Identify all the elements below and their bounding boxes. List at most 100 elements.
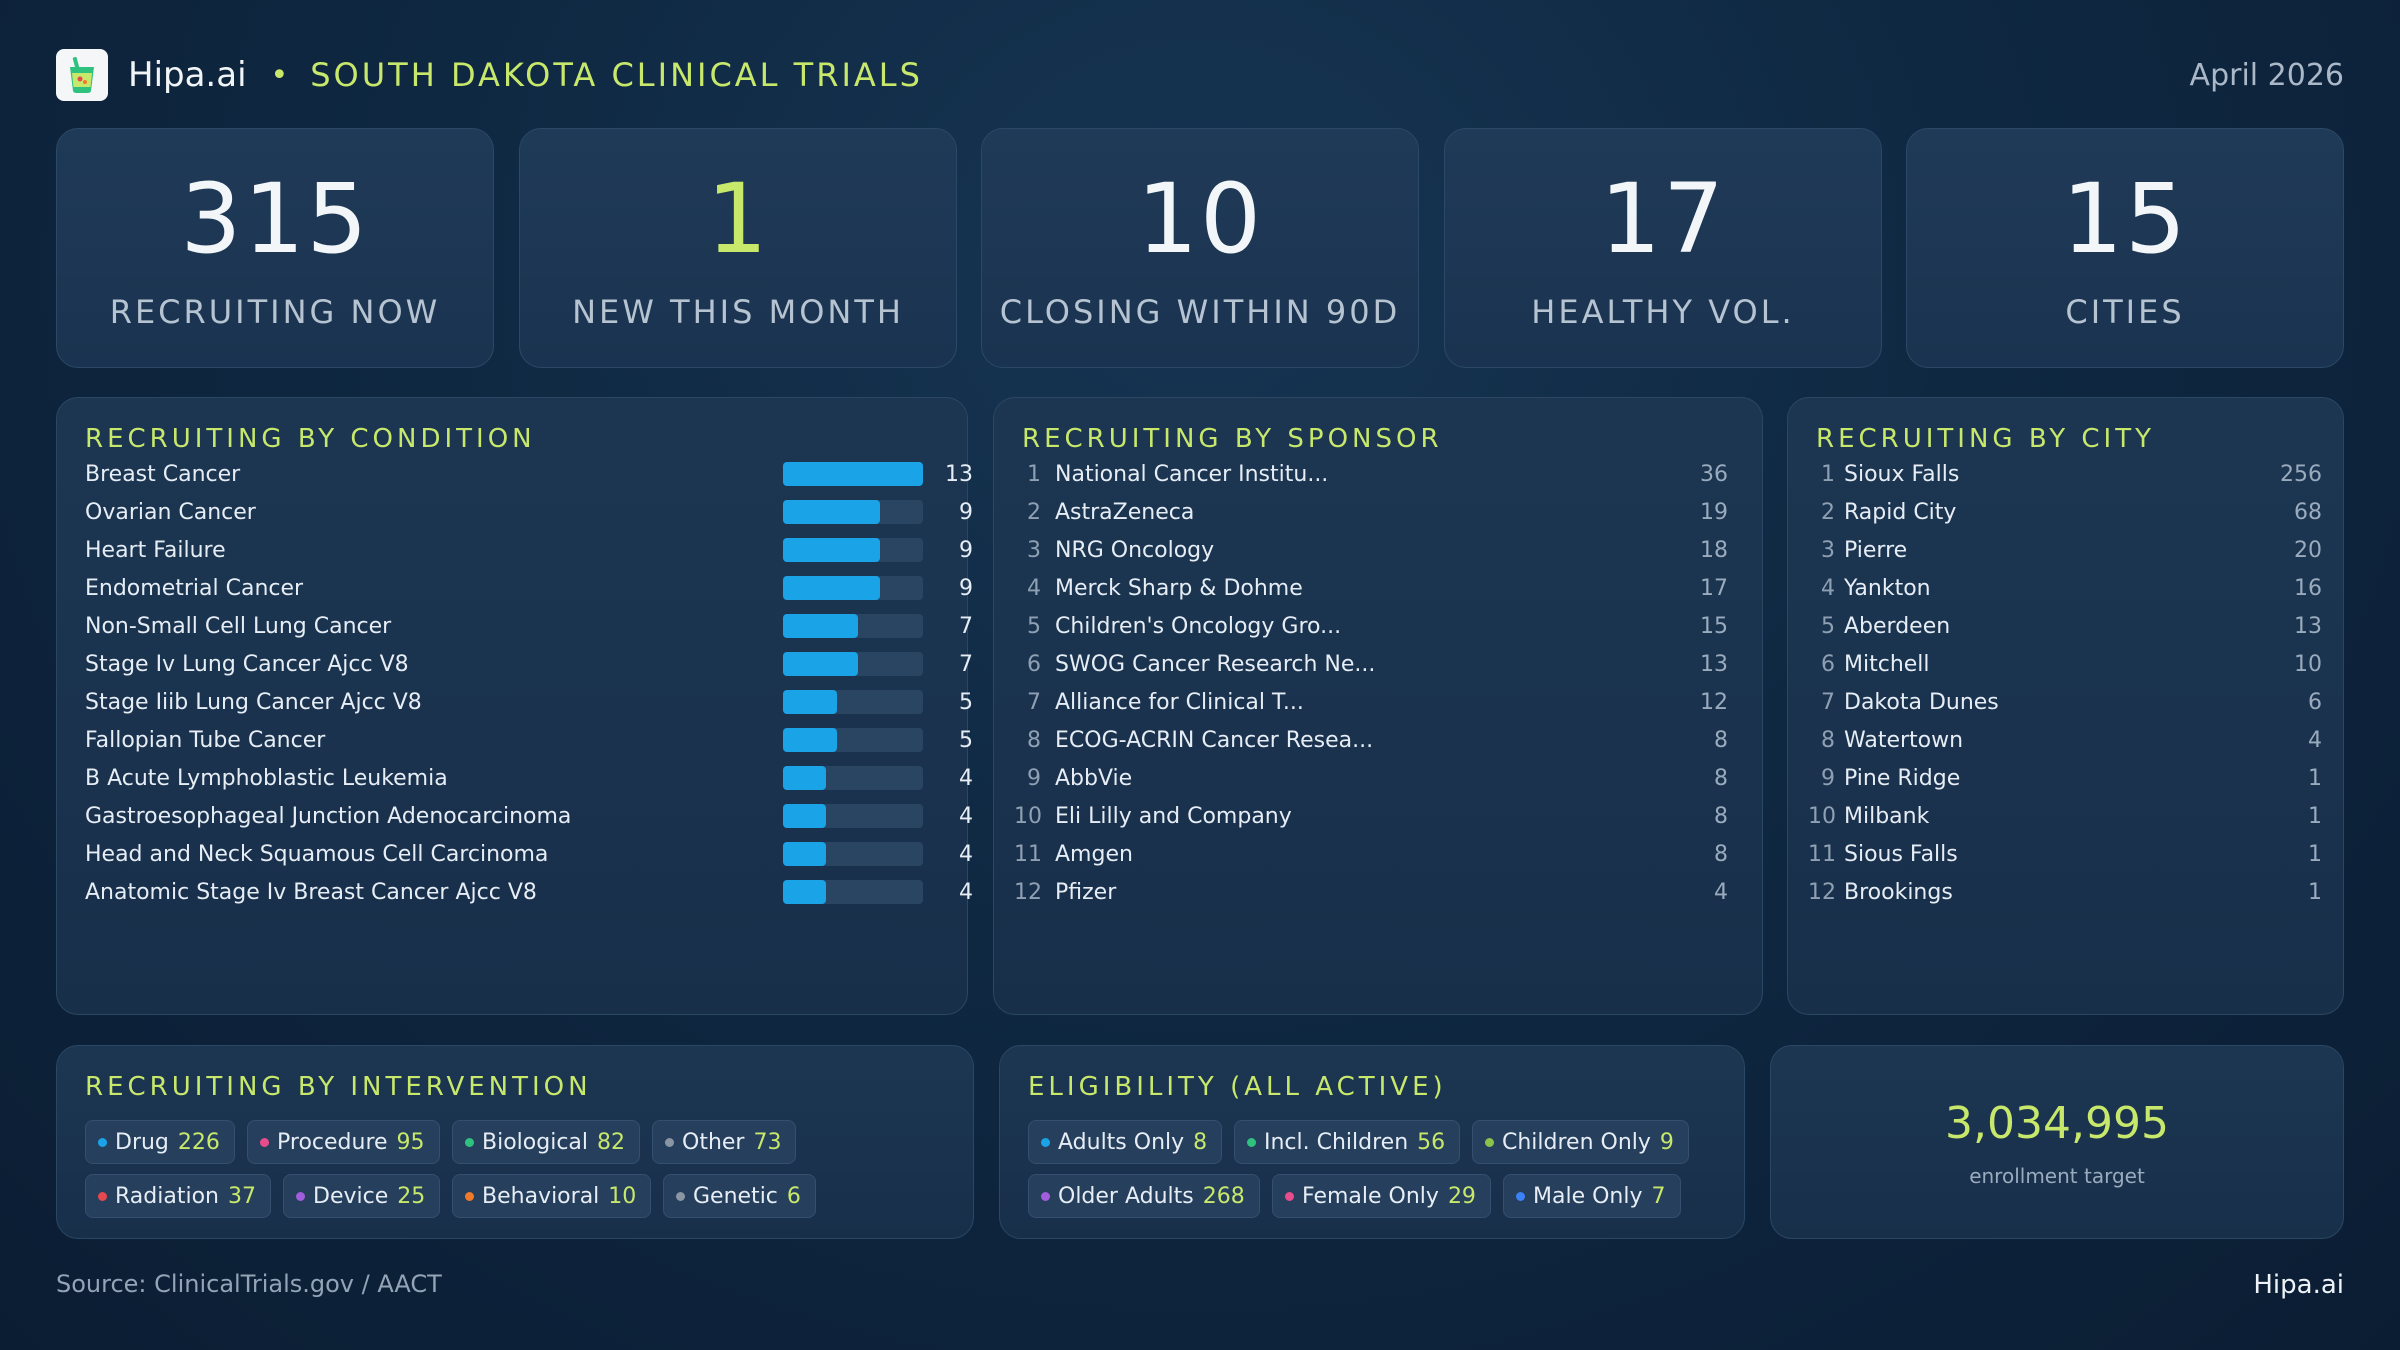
city-row: 8 Watertown 4 — [1808, 721, 2322, 759]
legend-dot — [296, 1191, 305, 1201]
chip-count: 226 — [177, 1129, 220, 1155]
sponsor-name: Alliance for Clinical T... — [1055, 689, 1304, 715]
filter-chip[interactable]: Male Only 7 — [1503, 1174, 1681, 1218]
rank-number: 12 — [1808, 879, 1836, 905]
sponsor-row: 11 Amgen 8 — [1014, 835, 1728, 873]
intervention-panel: RECRUITING BY INTERVENTION Drug 226 Proced… — [56, 1045, 974, 1239]
filter-chip[interactable]: Drug 226 — [85, 1120, 235, 1164]
city-row: 11 Sious Falls 1 — [1808, 835, 2322, 873]
sponsor-name: Children's Oncology Gro... — [1055, 613, 1342, 639]
rank-number: 4 — [1027, 575, 1041, 601]
sponsor-name: Amgen — [1055, 841, 1133, 867]
chip-label: Male Only — [1533, 1183, 1643, 1209]
city-name: Aberdeen — [1844, 613, 1951, 639]
rank-number: 5 — [1027, 613, 1041, 639]
rank-number: 11 — [1014, 841, 1042, 867]
city-count: 13 — [2294, 613, 2322, 639]
sponsor-count: 13 — [1700, 651, 1728, 677]
condition-row: Breast Cancer 13 — [85, 455, 973, 493]
sponsor-name: Eli Lilly and Company — [1055, 803, 1292, 829]
kpi-card-closing: 10 CLOSING WITHIN 90D — [981, 128, 1419, 368]
legend-dot — [98, 1191, 107, 1201]
filter-chip[interactable]: Genetic 6 — [663, 1174, 816, 1218]
chip-count: 56 — [1417, 1129, 1446, 1155]
city-name: Rapid City — [1844, 499, 1957, 525]
city-name: Milbank — [1844, 803, 1930, 829]
kpi-value: 10 — [1136, 163, 1264, 275]
kpi-label: HEALTHY VOL. — [1531, 293, 1795, 331]
condition-row: Gastroesophageal Junction Adenocarcinoma… — [85, 797, 973, 835]
kpi-card-cities: 15 CITIES — [1906, 128, 2344, 368]
filter-chip[interactable]: Older Adults 268 — [1028, 1174, 1260, 1218]
filter-chip[interactable]: Device 25 — [283, 1174, 441, 1218]
condition-row: Ovarian Cancer 9 — [85, 493, 973, 531]
city-count: 6 — [2308, 689, 2322, 715]
sponsor-row: 1 National Cancer Institu... 36 — [1014, 455, 1728, 493]
kpi-card-recruiting: 315 RECRUITING NOW — [56, 128, 494, 368]
chip-count: 268 — [1202, 1183, 1245, 1209]
filter-chip[interactable]: Female Only 29 — [1272, 1174, 1491, 1218]
chip-count: 9 — [1659, 1129, 1674, 1155]
rank-number: 8 — [1027, 727, 1041, 753]
city-row: 4 Yankton 16 — [1808, 569, 2322, 607]
chip-label: Incl. Children — [1264, 1129, 1409, 1155]
filter-chip[interactable]: Children Only 9 — [1472, 1120, 1689, 1164]
rank-number: 3 — [1027, 537, 1041, 563]
panel-title: RECRUITING BY CITY — [1816, 424, 2155, 454]
condition-bar — [783, 880, 827, 904]
sponsor-row: 6 SWOG Cancer Research Ne... 13 — [1014, 645, 1728, 683]
condition-panel: RECRUITING BY CONDITION Breast Cancer 13 O… — [56, 397, 973, 1015]
condition-name: Breast Cancer — [85, 461, 241, 487]
condition-name: Fallopian Tube Cancer — [85, 727, 326, 753]
enrollment-target-value: 3,034,995 — [1945, 1098, 2169, 1149]
filter-chip[interactable]: Behavioral 10 — [452, 1174, 652, 1218]
filter-chip[interactable]: Radiation 37 — [85, 1174, 271, 1218]
city-count: 20 — [2294, 537, 2322, 563]
condition-bar-track — [783, 690, 923, 714]
city-count: 1 — [2308, 841, 2322, 867]
kpi-label: CLOSING WITHIN 90D — [999, 293, 1401, 331]
sponsor-name: SWOG Cancer Research Ne... — [1055, 651, 1376, 677]
condition-row: Stage Iv Lung Cancer Ajcc V8 7 — [85, 645, 973, 683]
city-panel: RECRUITING BY CITY 1 Sioux Falls 256 2 Rapid… — [1787, 397, 2344, 1015]
condition-bar-track — [783, 576, 923, 600]
condition-count: 9 — [959, 499, 973, 525]
condition-count: 4 — [959, 841, 973, 867]
condition-count: 4 — [959, 765, 973, 791]
chip-count: 8 — [1193, 1129, 1208, 1155]
rank-number: 6 — [1027, 651, 1041, 677]
condition-bar-track — [783, 538, 923, 562]
rank-number: 9 — [1027, 765, 1041, 791]
condition-bar — [783, 804, 827, 828]
chip-count: 25 — [397, 1183, 426, 1209]
legend-dot — [465, 1137, 474, 1147]
sponsor-count: 8 — [1714, 803, 1728, 829]
chip-label: Other — [682, 1129, 745, 1155]
filter-chip[interactable]: Procedure 95 — [247, 1120, 440, 1164]
sponsor-row: 8 ECOG-ACRIN Cancer Resea... 8 — [1014, 721, 1728, 759]
city-count: 10 — [2294, 651, 2322, 677]
filter-chip[interactable]: Other 73 — [652, 1120, 797, 1164]
condition-bar-track — [783, 652, 923, 676]
sponsor-row: 10 Eli Lilly and Company 8 — [1014, 797, 1728, 835]
sponsor-count: 15 — [1700, 613, 1728, 639]
condition-name: Endometrial Cancer — [85, 575, 304, 601]
brand-name: Hipa.ai — [128, 55, 247, 95]
sponsor-row: 12 Pfizer 4 — [1014, 873, 1728, 911]
condition-bar — [783, 538, 880, 562]
filter-chip[interactable]: Incl. Children 56 — [1234, 1120, 1461, 1164]
condition-row: Heart Failure 9 — [85, 531, 973, 569]
sponsor-name: AbbVie — [1055, 765, 1133, 791]
header: Hipa.ai • SOUTH DAKOTA CLINICAL TRIALS A… — [56, 47, 2344, 103]
rank-number: 4 — [1821, 575, 1835, 601]
condition-bar-track — [783, 614, 923, 638]
condition-name: Stage Iiib Lung Cancer Ajcc V8 — [85, 689, 422, 715]
legend-dot — [1285, 1191, 1294, 1201]
rank-number: 6 — [1821, 651, 1835, 677]
filter-chip[interactable]: Adults Only 8 — [1028, 1120, 1223, 1164]
logo — [56, 49, 108, 101]
kpi-value: 1 — [706, 163, 770, 275]
filter-chip[interactable]: Biological 82 — [452, 1120, 641, 1164]
rank-number: 1 — [1027, 461, 1041, 487]
condition-name: B Acute Lymphoblastic Leukemia — [85, 765, 448, 791]
